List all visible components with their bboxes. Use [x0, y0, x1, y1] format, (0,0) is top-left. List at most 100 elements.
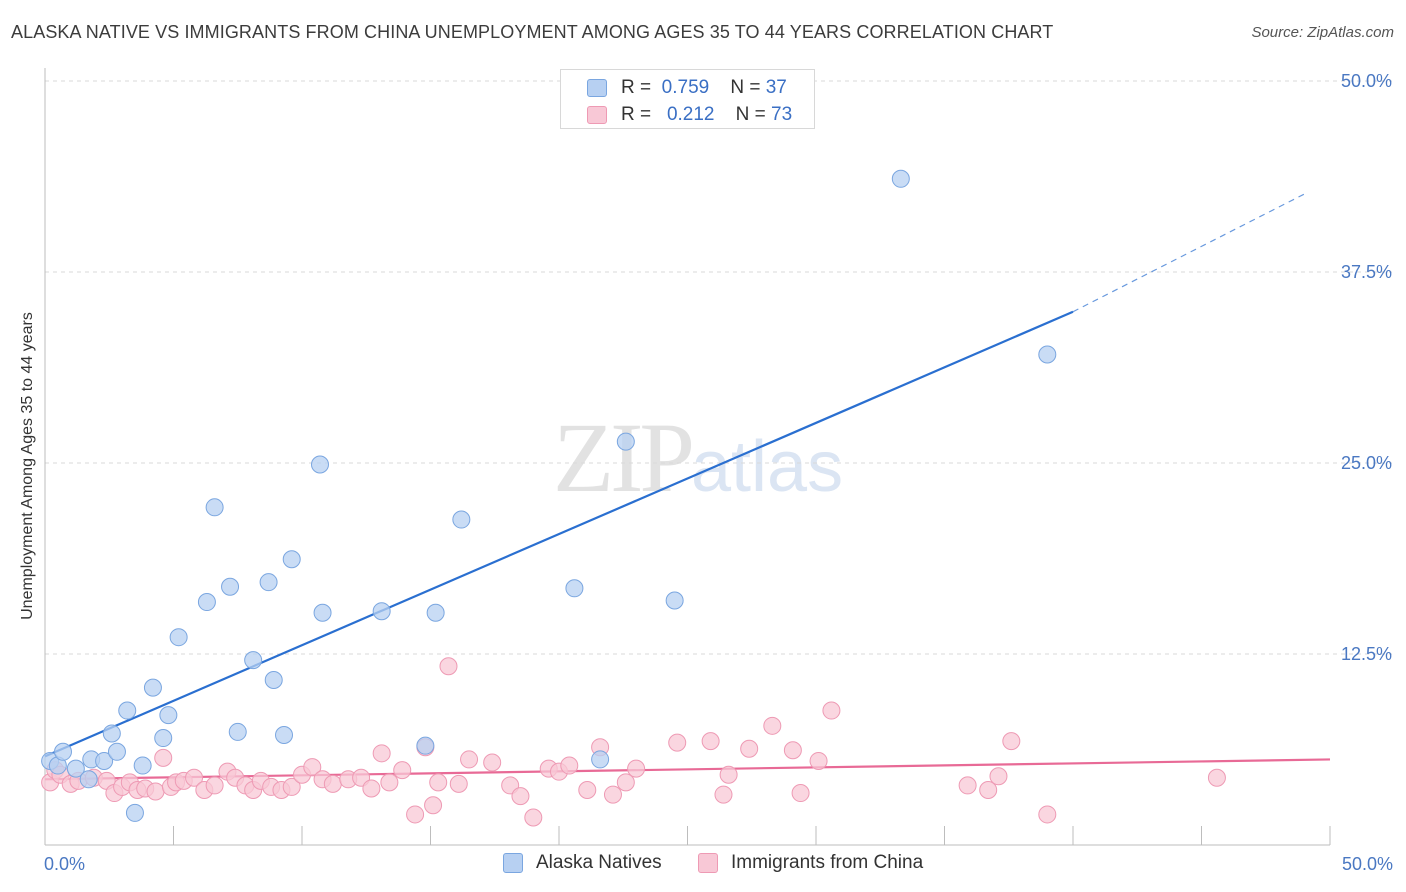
- alaska-native-point: [665, 591, 684, 610]
- alaska-native-point: [221, 577, 240, 596]
- alaska-native-point: [107, 742, 126, 761]
- china-immigrant-point: [958, 776, 977, 795]
- alaska-trend-extension: [1072, 193, 1305, 313]
- china-immigrant-point: [578, 780, 597, 799]
- china-immigrant-point: [185, 768, 204, 787]
- china-immigrant-point: [146, 782, 165, 801]
- alaska-native-point: [282, 550, 301, 569]
- china-immigrant-point: [393, 761, 412, 780]
- y-axis-label: Unemployment Among Ages 35 to 44 years: [19, 312, 36, 620]
- china-immigrant-point: [791, 784, 810, 803]
- china-immigrant-point: [362, 779, 381, 798]
- alaska-native-point: [891, 169, 910, 188]
- china-immigrant-point: [719, 765, 738, 784]
- china-immigrant-point: [406, 805, 425, 824]
- axes: [44, 68, 1331, 846]
- alaska-native-point: [143, 678, 162, 697]
- trend-lines: [44, 193, 1331, 781]
- zipatlas-watermark: ZIPatlas: [553, 400, 843, 515]
- alaska-native-point: [591, 750, 610, 769]
- alaska-native-point: [159, 706, 178, 725]
- alaska-native-point: [169, 628, 188, 647]
- china-swatch: [587, 106, 607, 124]
- china-immigrant-point: [205, 776, 224, 795]
- n-label: N =: [730, 77, 761, 98]
- china-immigrant-point: [323, 774, 342, 793]
- china-immigrant-point: [1207, 768, 1226, 787]
- china-immigrant-point: [701, 732, 720, 751]
- alaska-native-point: [565, 579, 584, 598]
- alaska-native-point: [275, 725, 294, 744]
- alaska-native-point: [259, 573, 278, 592]
- alaska-legend-swatch: [503, 853, 523, 873]
- source-label: Source: ZipAtlas.com: [1251, 24, 1394, 41]
- china-immigrant-point: [668, 733, 687, 752]
- n-label: N =: [735, 104, 766, 125]
- china-immigrant-point: [303, 758, 322, 777]
- y-tick-label: 37.5%: [1341, 262, 1392, 282]
- china-immigrant-point: [627, 759, 646, 778]
- china-immigrant-point: [783, 741, 802, 760]
- legend-label-alaska: Alaska Natives: [536, 852, 662, 873]
- china-immigrant-point: [424, 796, 443, 815]
- gridlines: [45, 80, 1392, 655]
- china-immigrant-point: [989, 767, 1008, 786]
- alaska-native-point: [95, 751, 114, 770]
- china-immigrant-point: [560, 756, 579, 775]
- alaska-native-point: [102, 724, 121, 743]
- china-immigrant-point: [460, 750, 479, 769]
- alaska-native-point: [616, 432, 635, 451]
- data-points: [41, 169, 1226, 827]
- china-immigrant-point: [763, 716, 782, 735]
- x-tick-label-max: 50.0%: [1342, 854, 1393, 874]
- alaska-native-point: [228, 722, 247, 741]
- alaska-native-point: [372, 602, 391, 621]
- y-tick-label: 25.0%: [1341, 453, 1392, 473]
- china-immigrant-point: [380, 773, 399, 792]
- alaska-native-point: [197, 593, 216, 612]
- n-value-alaska: 37: [765, 77, 787, 98]
- legend-label-china: Immigrants from China: [731, 852, 924, 873]
- china-immigrant-point: [483, 753, 502, 772]
- alaska-native-point: [310, 455, 329, 474]
- x-tick-label-min: 0.0%: [44, 854, 85, 874]
- alaska-native-point: [125, 803, 144, 822]
- china-immigrant-point: [822, 701, 841, 720]
- alaska-native-point: [205, 498, 224, 517]
- watermark-zip: ZIP: [553, 402, 695, 513]
- alaska-native-point: [66, 759, 85, 778]
- china-immigrant-point: [524, 808, 543, 827]
- alaska-native-point: [79, 770, 98, 789]
- tick-labels: 12.5% 25.0% 37.5% 50.0% 0.0% 50.0%: [44, 71, 1393, 874]
- china-immigrant-point: [809, 751, 828, 770]
- alaska-native-point: [313, 603, 332, 622]
- china-immigrant-point: [511, 787, 530, 806]
- r-label: R =: [621, 77, 652, 98]
- n-value-china: 73: [771, 104, 793, 125]
- china-immigrant-point: [1002, 732, 1021, 751]
- china-immigrant-point: [449, 774, 468, 793]
- china-immigrant-point: [603, 785, 622, 804]
- alaska-native-point: [154, 729, 173, 748]
- alaska-native-point: [53, 742, 72, 761]
- alaska-native-point: [1038, 345, 1057, 364]
- alaska-native-point: [118, 701, 137, 720]
- alaska-native-point: [133, 756, 152, 775]
- alaska-native-point: [426, 603, 445, 622]
- china-immigrant-point: [282, 777, 301, 796]
- alaska-native-point: [452, 510, 471, 529]
- alaska-native-point: [264, 670, 283, 689]
- y-tick-label: 12.5%: [1341, 644, 1392, 664]
- alaska-native-point: [244, 651, 263, 670]
- alaska-native-point: [416, 736, 435, 755]
- r-label: R =: [621, 104, 652, 125]
- alaska-trend-line: [44, 310, 1074, 758]
- china-immigrant-point: [714, 785, 733, 804]
- china-immigrant-point: [979, 780, 998, 799]
- china-immigrant-point: [1038, 805, 1057, 824]
- china-immigrant-point: [439, 657, 458, 676]
- r-value-alaska: 0.759: [661, 77, 710, 98]
- china-immigrant-point: [372, 744, 391, 763]
- chart-title: ALASKA NATIVE VS IMMIGRANTS FROM CHINA U…: [11, 22, 1054, 42]
- r-value-china: 0.212: [666, 104, 715, 125]
